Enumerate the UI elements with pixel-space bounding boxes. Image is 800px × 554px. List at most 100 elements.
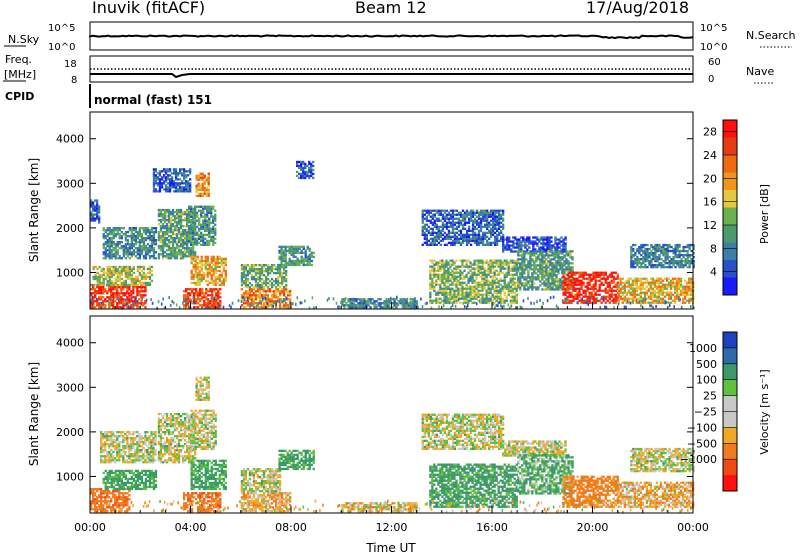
data-cell: [128, 306, 131, 309]
data-cell: [248, 294, 252, 297]
data-cell: [465, 229, 469, 232]
data-cell: [511, 269, 514, 272]
data-cell: [108, 277, 111, 281]
data-cell: [512, 240, 515, 243]
data-cell: [459, 273, 462, 276]
data-cell: [544, 238, 547, 241]
data-cell: [148, 255, 152, 258]
data-cell: [152, 188, 156, 191]
data-cell: [244, 296, 248, 299]
data-cell: [179, 257, 183, 260]
data-cell: [96, 203, 99, 206]
data-cell: [192, 245, 195, 248]
data-cell: [427, 231, 430, 234]
data-cell: [451, 225, 455, 228]
data-cell: [240, 274, 244, 277]
data-cell: [173, 237, 177, 240]
data-cell: [204, 227, 207, 230]
data-cell: [471, 267, 474, 270]
data-cell: [433, 209, 436, 212]
data-cell: [431, 279, 434, 282]
data-cell: [268, 302, 272, 305]
data-cell: [471, 301, 474, 304]
data-cell: [122, 283, 125, 287]
data-cell: [429, 297, 432, 300]
data-cell: [181, 190, 184, 193]
data-cell: [276, 270, 280, 273]
data-cell: [118, 229, 121, 232]
data-cell: [210, 209, 213, 212]
data-cell: [285, 306, 288, 309]
data-cell: [134, 247, 137, 250]
data-cell: [559, 282, 562, 285]
data-cell: [461, 273, 464, 276]
data-cell: [102, 243, 105, 246]
data-cell: [142, 275, 146, 279]
data-cell: [521, 252, 524, 255]
data-cell: [492, 219, 495, 222]
data-cell: [621, 301, 624, 304]
data-cell: [242, 276, 246, 279]
data-cell: [633, 295, 636, 298]
data-cell: [473, 289, 476, 292]
data-cell: [503, 285, 506, 288]
data-cell: [190, 277, 193, 281]
data-cell: [411, 298, 414, 301]
data-cell: [445, 261, 448, 264]
data-cell: [290, 259, 293, 263]
data-cell: [285, 278, 288, 281]
data-cell: [199, 192, 202, 195]
data-cell: [216, 275, 219, 279]
data-cell: [220, 273, 223, 277]
data-cell: [208, 223, 211, 226]
data-cell: [198, 277, 201, 281]
data-cell: [184, 210, 187, 214]
data-cell: [148, 245, 152, 248]
data-cell: [198, 261, 201, 265]
data-cell: [547, 284, 550, 287]
data-cell: [94, 300, 97, 303]
data-cell: [208, 231, 211, 234]
data-cell: [509, 281, 512, 284]
data-cell: [256, 272, 260, 275]
data-cell: [616, 281, 619, 284]
data-cell: [182, 239, 185, 242]
data-cell: [437, 293, 440, 296]
data-cell: [308, 247, 311, 250]
data-cell: [513, 269, 516, 272]
data-cell: [447, 233, 451, 236]
data-cell: [312, 160, 315, 164]
data-cell: [112, 292, 115, 295]
data-cell: [182, 219, 185, 222]
data-cell: [547, 282, 550, 285]
power-region: [90, 199, 101, 224]
data-cell: [657, 295, 661, 298]
data-cell: [598, 285, 601, 288]
data-cell: [142, 302, 145, 305]
data-cell: [509, 289, 512, 292]
data-cell: [536, 244, 539, 247]
data-cell: [511, 295, 514, 298]
data-cell: [92, 207, 95, 210]
data-cell: [286, 249, 289, 252]
data-cell: [258, 294, 262, 297]
data-cell: [564, 248, 567, 251]
data-cell: [258, 286, 262, 289]
data-cell: [214, 277, 217, 281]
data-cell: [555, 276, 558, 279]
data-cell: [201, 186, 204, 189]
data-cell: [545, 274, 548, 277]
data-cell: [594, 271, 597, 274]
data-cell: [445, 237, 449, 240]
data-cell: [154, 168, 158, 171]
data-cell: [132, 229, 135, 232]
data-cell: [516, 246, 519, 249]
data-cell: [178, 168, 182, 171]
data-cell: [451, 295, 454, 298]
data-cell: [192, 253, 195, 256]
data-cell: [308, 259, 311, 263]
data-cell: [310, 162, 313, 166]
data-cell: [570, 273, 573, 276]
data-cell: [182, 257, 185, 260]
data-cell: [112, 304, 115, 307]
